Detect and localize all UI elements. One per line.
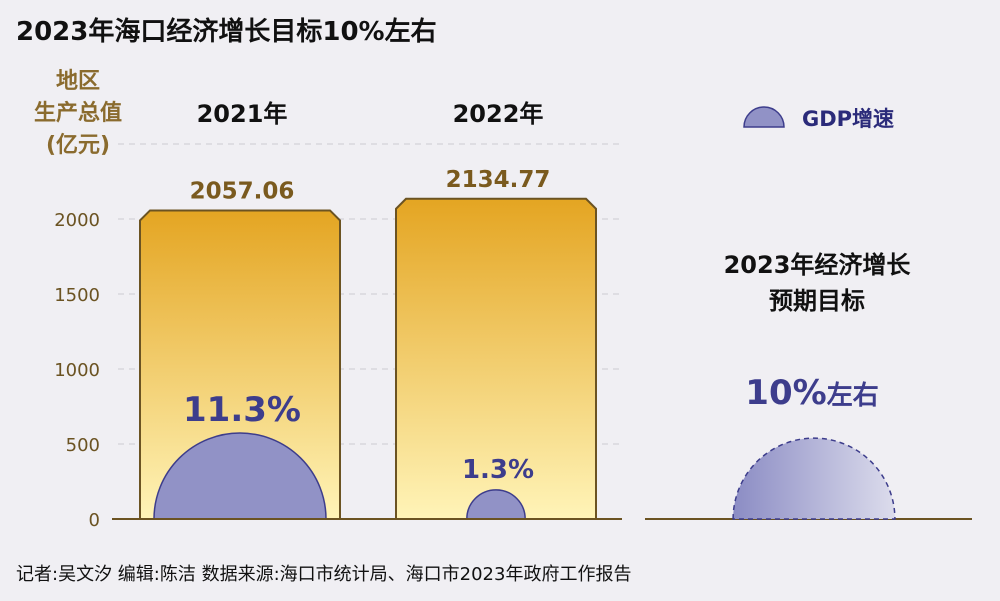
- bar-value-label: 2134.77: [446, 167, 551, 193]
- target-title-line-2: 预期目标: [769, 287, 865, 315]
- y-tick-label: 1000: [54, 360, 100, 381]
- growth-semicircle: [466, 489, 526, 520]
- y-axis-unit-line-2: 生产总值: [34, 100, 122, 126]
- legend-label: GDP增速: [802, 107, 894, 131]
- y-tick-label: 2000: [54, 210, 100, 231]
- credits: 记者:吴文汐 编辑:陈洁 数据来源:海口市统计局、海口市2023年政府工作报告: [16, 564, 631, 585]
- y-tick-label: 1500: [54, 285, 100, 306]
- target-value-suffix: 左右: [827, 381, 879, 411]
- y-axis-ticks: 0 500 1000 1500 2000: [54, 210, 100, 531]
- y-tick-label: 500: [66, 435, 100, 456]
- y-tick-label: 0: [89, 510, 100, 531]
- category-label: 2021年: [197, 100, 288, 128]
- growth-semicircles: 11.3% 1.3%: [153, 390, 534, 520]
- target-growth-semicircle: [732, 437, 896, 520]
- y-axis-unit-line-3: (亿元): [46, 133, 110, 158]
- category-label: 2022年: [453, 100, 544, 128]
- legend-swatch-icon: [743, 106, 785, 128]
- bar-value-label: 2057.06: [190, 178, 295, 204]
- growth-label: 1.3%: [462, 455, 534, 485]
- bars: 2057.06 2021年 2134.77 2022年: [139, 100, 597, 520]
- growth-semicircle: [153, 432, 327, 520]
- growth-label: 11.3%: [183, 390, 301, 430]
- target-value: 10%左右: [745, 373, 878, 413]
- y-axis-unit-line-1: 地区: [56, 69, 100, 94]
- target-value-number: 10%: [745, 373, 826, 413]
- target-title-line-1: 2023年经济增长: [724, 251, 912, 279]
- chart-title: 2023年海口经济增长目标10%左右: [16, 16, 437, 47]
